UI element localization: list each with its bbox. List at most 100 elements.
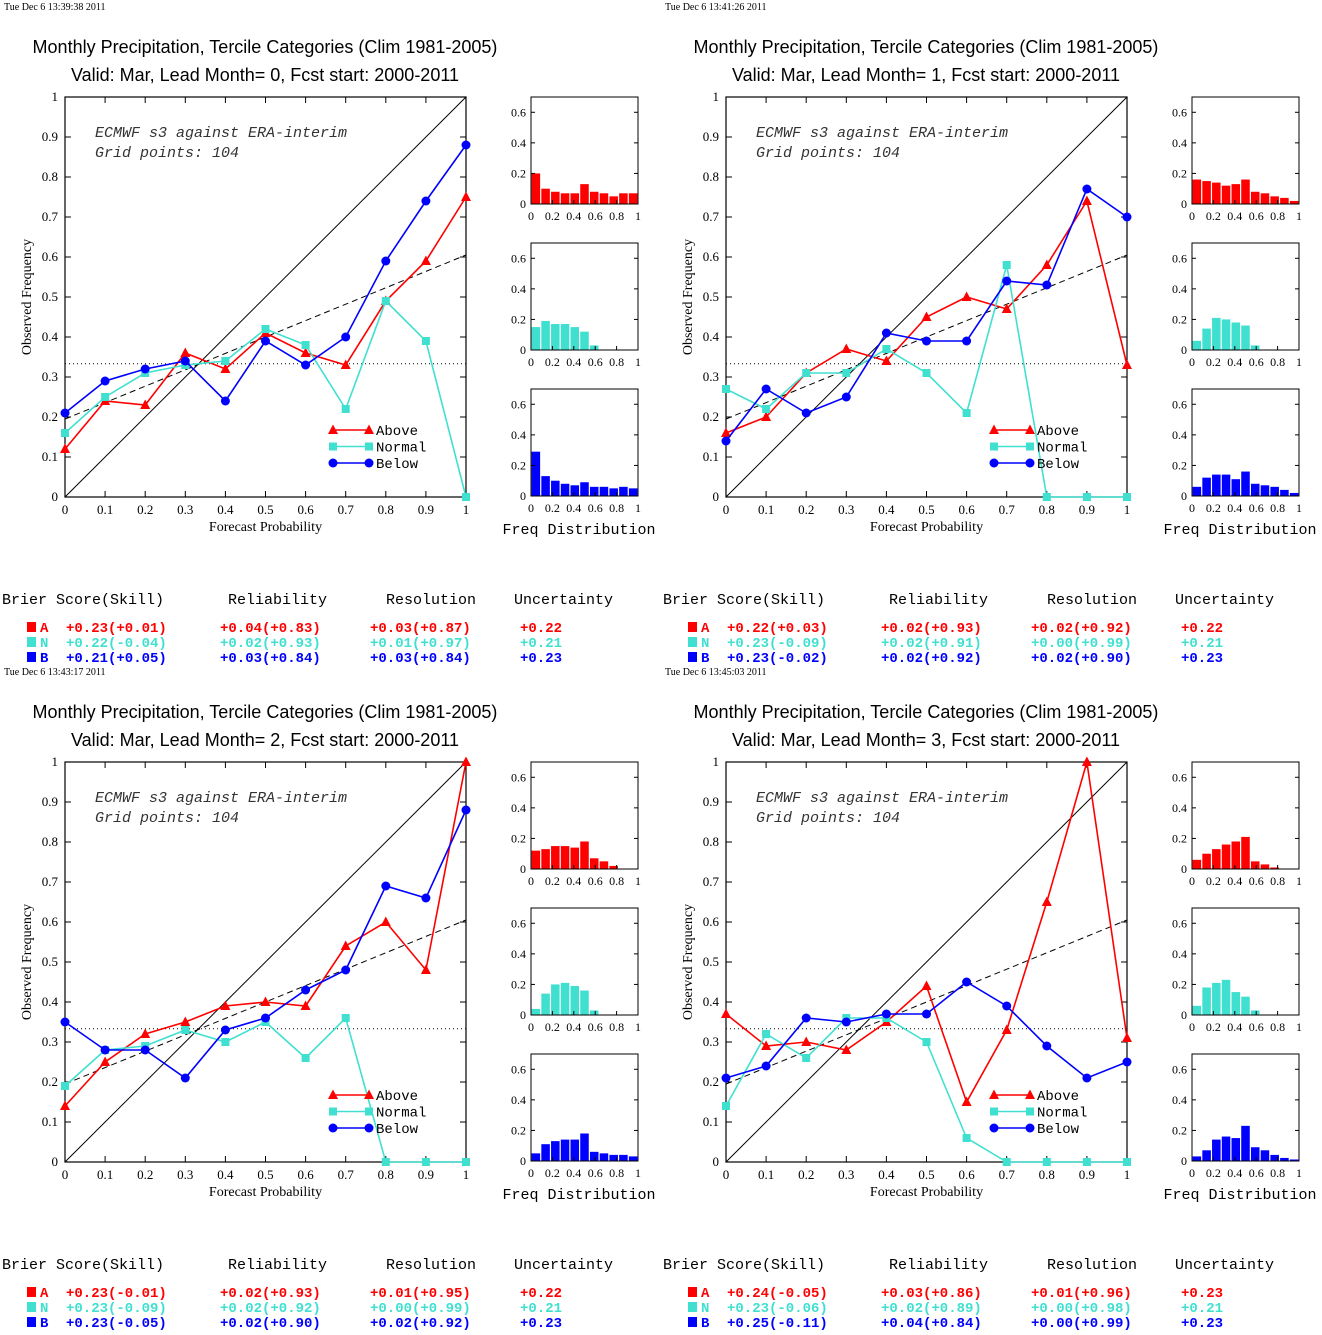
score-category: A: [701, 1286, 710, 1302]
x-axis-label: Forecast Probability: [209, 520, 322, 535]
histogram-bar-normal: [589, 1010, 599, 1015]
data-point-above: [420, 255, 431, 265]
hist-x-tick-label: 0.2: [545, 209, 560, 223]
y-tick-label: 0.1: [42, 449, 58, 464]
hist-x-tick-label: 0.4: [566, 1020, 581, 1034]
histogram-normal: 0 0.2 0.4 0.6 0 0.2 0.4 0.6 0.8 1: [1172, 242, 1302, 369]
hist-y-tick-label: 0.4: [511, 1093, 526, 1107]
hist-x-tick-label: 0.4: [1227, 209, 1242, 223]
hist-y-tick-label: 0.4: [1172, 801, 1187, 815]
histogram-bar-above: [560, 193, 570, 204]
histogram-bar-above: [1289, 200, 1299, 204]
histogram-bar-above: [609, 196, 618, 204]
data-point-above: [380, 916, 391, 926]
histogram-bar-above: [1202, 853, 1211, 869]
histogram-bar-above: [541, 849, 550, 869]
uncertainty-value: +0.23: [1181, 1316, 1223, 1330]
grid-points-annotation: Grid points: 104: [756, 145, 900, 162]
x-tick-label: 0.1: [758, 502, 774, 517]
data-point-above: [140, 1028, 151, 1038]
data-point-normal: [1002, 1158, 1011, 1166]
freq-distribution: 0 0.2 0.4 0.6 0 0.2 0.4 0.6 0.8 1 0 0.2 0.4 0.6 0 0.2 0.…: [1163, 96, 1317, 539]
perfect-reliability-line: [725, 761, 1128, 1163]
histogram-bar-above: [1212, 849, 1221, 869]
data-point-normal: [341, 1014, 350, 1022]
uncertainty-value: +0.21: [1181, 636, 1223, 652]
resolution-value: +0.03(+0.87): [370, 621, 471, 637]
y-tick-label: 0.7: [703, 209, 720, 224]
resolution-value: +0.00(+0.99): [370, 1301, 471, 1317]
x-tick-label: 0.6: [297, 502, 314, 517]
legend-marker-above: [1025, 424, 1035, 434]
series-above: [721, 756, 1132, 1106]
histogram-bar-above: [1250, 861, 1260, 869]
freq-distribution-label: Freq Distribution: [1163, 522, 1316, 539]
panel-timestamp: Tue Dec 6 13:45:03 2011: [665, 667, 766, 678]
brier-score-value: +0.23(-0.09): [66, 1301, 167, 1317]
data-point-above: [420, 964, 431, 974]
y-tick-label: 0: [713, 489, 720, 504]
data-point-below: [341, 332, 351, 342]
histogram-bar-above: [1231, 184, 1241, 204]
data-point-below: [100, 376, 110, 386]
data-point-below: [1002, 276, 1012, 286]
histogram-bar-normal: [551, 324, 560, 350]
data-point-below: [140, 364, 150, 374]
data-point-normal: [722, 385, 730, 393]
resolution-value: +0.02(+0.92): [1031, 621, 1132, 637]
data-point-below: [801, 408, 811, 418]
hist-x-tick-label: 0.6: [588, 1020, 603, 1034]
score-row-b: B +0.21(+0.05) +0.03(+0.84) +0.03(+0.84) +0.…: [27, 651, 562, 667]
data-point-normal: [381, 1158, 390, 1166]
x-tick-label: 0.3: [838, 1167, 854, 1182]
histogram-bar-normal: [1212, 317, 1221, 350]
data-point-above: [1122, 1032, 1132, 1042]
x-tick-label: 0.9: [1079, 1167, 1095, 1182]
no-skill-line: [725, 254, 1128, 420]
histogram-bar-above: [1250, 191, 1260, 204]
hist-x-tick-label: 0: [528, 1166, 534, 1180]
hist-x-tick-label: 0.4: [566, 501, 581, 515]
score-header: Brier Score(Skill): [2, 1257, 164, 1274]
score-category: N: [701, 1301, 709, 1317]
histogram-bar-below: [1241, 471, 1250, 496]
y-axis-label: Observed Frequency: [20, 904, 35, 1020]
data-point-below: [1082, 1073, 1092, 1083]
x-tick-label: 0.9: [418, 1167, 434, 1182]
y-tick-label: 0: [52, 1154, 59, 1169]
data-point-below: [421, 893, 431, 903]
legend-marker-normal: [990, 442, 998, 451]
hist-y-tick-label: 0: [520, 489, 526, 503]
histogram-bar-below: [599, 486, 609, 496]
histogram-bar-normal: [1250, 1010, 1260, 1015]
hist-x-tick-label: 0.8: [1270, 1020, 1285, 1034]
data-point-above: [300, 347, 311, 357]
series-above: [60, 756, 471, 1110]
histogram-above: 0 0.2 0.4 0.6 0 0.2 0.4 0.6 0.8 1: [511, 761, 641, 888]
data-point-below: [301, 360, 311, 370]
hist-x-tick-label: 0.8: [609, 1166, 624, 1180]
data-point-normal: [1082, 1158, 1091, 1166]
y-tick-label: 0.5: [42, 954, 58, 969]
histogram-bar-below: [1202, 1150, 1211, 1161]
data-point-normal: [61, 1082, 69, 1090]
data-point-normal: [421, 337, 430, 345]
legend-label-normal: Normal: [376, 1106, 426, 1122]
hist-x-tick-label: 0.6: [1249, 874, 1264, 888]
data-point-normal: [421, 1158, 430, 1166]
score-row-b: B +0.23(-0.05) +0.02(+0.90) +0.02(+0.92) +0.…: [27, 1316, 562, 1332]
legend-marker-below: [1025, 458, 1035, 468]
hist-y-tick-label: 0.4: [1172, 136, 1187, 150]
uncertainty-value: +0.22: [1181, 621, 1223, 637]
x-tick-label: 1: [463, 1167, 470, 1182]
reliability-panel-3: Tue Dec 6 13:45:03 2011 Monthly Precipita…: [663, 667, 1317, 1332]
no-skill-line: [64, 254, 467, 420]
histogram-bar-above: [531, 173, 541, 204]
data-point-normal: [922, 369, 931, 377]
hist-x-tick-label: 0.2: [545, 355, 560, 369]
y-axis-label: Observed Frequency: [681, 239, 696, 355]
hist-x-tick-label: 0: [1189, 501, 1195, 515]
score-header: Uncertainty: [514, 592, 613, 609]
series-below: [721, 977, 1132, 1083]
